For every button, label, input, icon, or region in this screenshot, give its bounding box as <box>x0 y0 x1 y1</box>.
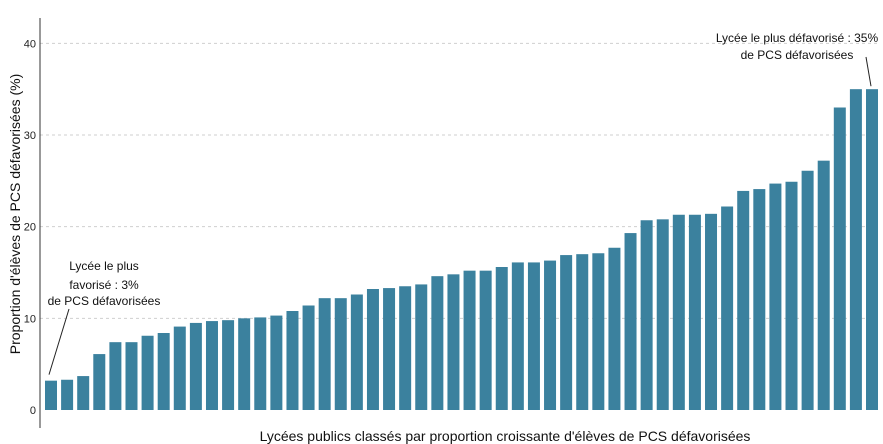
bar <box>399 286 412 410</box>
bar <box>205 321 218 410</box>
y-tick-label: 0 <box>30 405 36 417</box>
bar <box>527 262 540 410</box>
bar <box>125 342 138 410</box>
bar <box>608 247 621 410</box>
x-axis-title: Lycées publics classés par proportion cr… <box>260 428 751 444</box>
bar <box>769 183 782 410</box>
y-tick-label: 20 <box>24 222 36 234</box>
bar <box>801 170 814 410</box>
annotations: Lycée le plus favorisé : 3% de PCS défavor… <box>48 31 879 375</box>
bar <box>866 89 878 411</box>
annotation-leader-line <box>865 56 872 87</box>
bar <box>560 255 573 410</box>
y-axis-title: Proportion d'élèves de PCS défavorisées … <box>7 74 23 354</box>
bar <box>366 289 379 410</box>
y-tick-label: 30 <box>24 130 36 142</box>
bar <box>753 189 766 410</box>
bar <box>222 320 235 410</box>
bar <box>141 335 154 410</box>
bar <box>688 214 701 410</box>
bar <box>656 219 669 410</box>
bars <box>45 89 878 411</box>
bar <box>849 89 862 411</box>
annotation-text: Lycée le plus défavorisé : 35% <box>716 31 879 45</box>
bar <box>238 318 251 410</box>
annotation-text: favorisé : 3% <box>69 278 139 292</box>
bar <box>463 270 476 410</box>
bar <box>350 294 363 410</box>
bar <box>705 213 718 410</box>
bar <box>77 376 90 410</box>
bar <box>334 298 347 410</box>
bar <box>157 333 170 410</box>
bar <box>173 326 186 410</box>
bar <box>721 206 734 410</box>
bar <box>45 380 57 410</box>
bar <box>785 181 798 410</box>
bar <box>592 253 605 410</box>
bar <box>833 107 846 410</box>
bar <box>576 254 589 410</box>
bar <box>61 379 74 410</box>
y-tick-label: 40 <box>24 38 36 50</box>
bar <box>544 260 557 410</box>
y-axis-ticks: 0 10 20 30 40 <box>24 38 36 417</box>
bar <box>302 305 315 410</box>
bar <box>624 233 637 410</box>
bar <box>447 274 460 410</box>
bar <box>640 220 653 410</box>
bar <box>270 315 283 410</box>
annotation-text: Lycée le plus <box>69 259 139 273</box>
bar <box>109 342 122 410</box>
bar <box>286 311 299 410</box>
annotation-text: de PCS défavorisées <box>741 48 854 62</box>
bar <box>737 190 750 410</box>
bar <box>672 214 685 410</box>
bar <box>93 354 106 410</box>
bar <box>254 317 267 410</box>
bar <box>415 284 428 410</box>
bar <box>495 267 508 410</box>
annotation-leader-line <box>48 308 70 375</box>
bar <box>479 270 492 410</box>
annotation-text: de PCS défavorisées <box>48 294 161 308</box>
bar <box>511 262 524 410</box>
bar <box>431 276 444 410</box>
bar <box>817 160 830 410</box>
bar <box>318 298 331 410</box>
bar <box>189 322 202 410</box>
bar <box>383 288 396 410</box>
y-tick-label: 10 <box>24 313 36 325</box>
